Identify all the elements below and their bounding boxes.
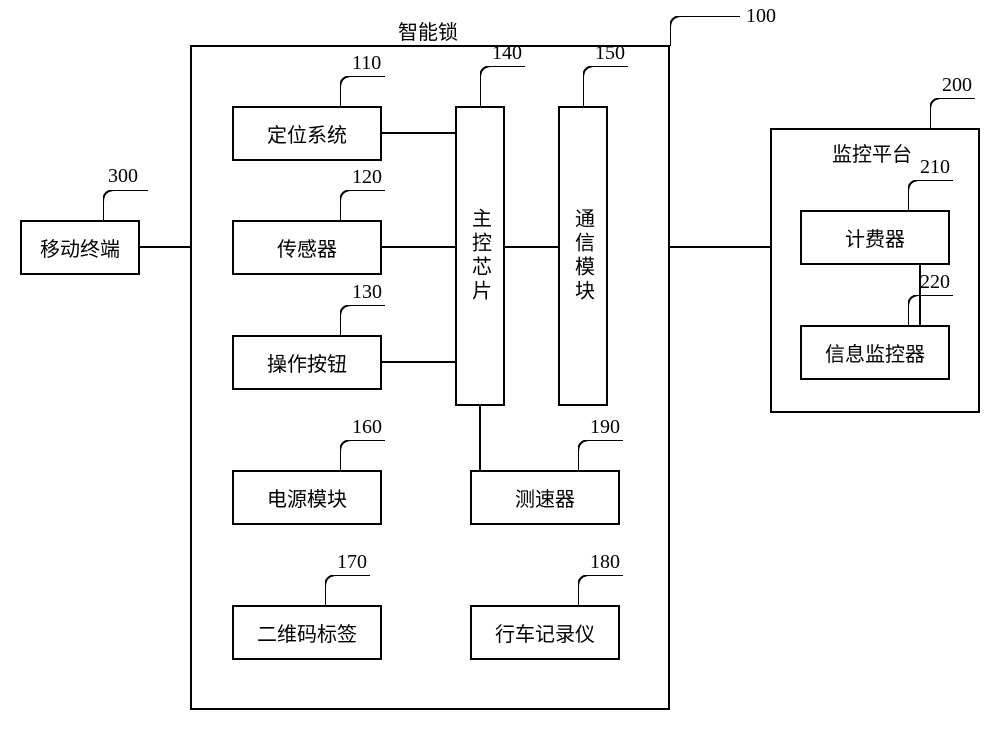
ref-200: 200: [942, 74, 972, 97]
ref-180: 180: [590, 551, 620, 574]
speed-box: 测速器: [470, 470, 620, 525]
conn-mcu-speed: [479, 406, 481, 470]
sensor-box: 传感器: [232, 220, 382, 275]
mobile-terminal-box: 移动终端: [20, 220, 140, 275]
ref-220: 220: [920, 271, 950, 294]
callout-150: [583, 66, 628, 108]
callout-160: [340, 440, 385, 472]
callout-100: [670, 16, 740, 48]
comm-box: 通信模块: [558, 106, 608, 406]
ref-140: 140: [492, 42, 522, 65]
button-label: 操作按钮: [267, 348, 347, 377]
mobile-terminal-label: 移动终端: [40, 233, 120, 262]
positioning-box: 定位系统: [232, 106, 382, 161]
ref-150: 150: [595, 42, 625, 65]
ref-160: 160: [352, 416, 382, 439]
mcu-box: 主控芯片: [455, 106, 505, 406]
sensor-label: 传感器: [277, 233, 337, 262]
dashcam-label: 行车记录仪: [495, 618, 595, 647]
comm-label: 通信模块: [569, 208, 598, 304]
callout-200: [930, 98, 975, 130]
conn-mcu-comm: [505, 246, 558, 248]
positioning-label: 定位系统: [267, 119, 347, 148]
billing-box: 计费器: [800, 210, 950, 265]
power-label: 电源模块: [267, 483, 347, 512]
ref-110: 110: [352, 52, 381, 75]
power-box: 电源模块: [232, 470, 382, 525]
platform-title: 监控平台: [832, 138, 912, 167]
callout-210: [908, 180, 953, 212]
billing-label: 计费器: [845, 223, 905, 252]
ref-120: 120: [352, 166, 382, 189]
callout-120: [340, 190, 385, 222]
qr-box: 二维码标签: [232, 605, 382, 660]
ref-130: 130: [352, 281, 382, 304]
ref-210: 210: [920, 156, 950, 179]
conn-mobile-smartlock: [140, 246, 190, 248]
conn-smartlock-platform: [670, 246, 770, 248]
conn-button-mcu: [382, 361, 455, 363]
monitor-box: 信息监控器: [800, 325, 950, 380]
ref-300: 300: [108, 165, 138, 188]
callout-140: [480, 66, 525, 108]
button-box: 操作按钮: [232, 335, 382, 390]
monitor-label: 信息监控器: [825, 338, 925, 367]
ref-100: 100: [746, 5, 776, 28]
conn-positioning-mcu: [382, 132, 455, 134]
conn-sensor-mcu: [382, 246, 455, 248]
speed-label: 测速器: [515, 483, 575, 512]
qr-label: 二维码标签: [257, 618, 357, 647]
callout-220: [908, 295, 953, 327]
conn-billing-monitor: [919, 265, 921, 325]
dashcam-box: 行车记录仪: [470, 605, 620, 660]
callout-190: [578, 440, 623, 472]
callout-170: [325, 575, 370, 607]
callout-300: [103, 190, 148, 222]
ref-170: 170: [337, 551, 367, 574]
callout-130: [340, 305, 385, 337]
ref-190: 190: [590, 416, 620, 439]
smart-lock-title: 智能锁: [398, 16, 458, 45]
mcu-label: 主控芯片: [466, 208, 495, 304]
callout-110: [340, 76, 385, 108]
callout-180: [578, 575, 623, 607]
